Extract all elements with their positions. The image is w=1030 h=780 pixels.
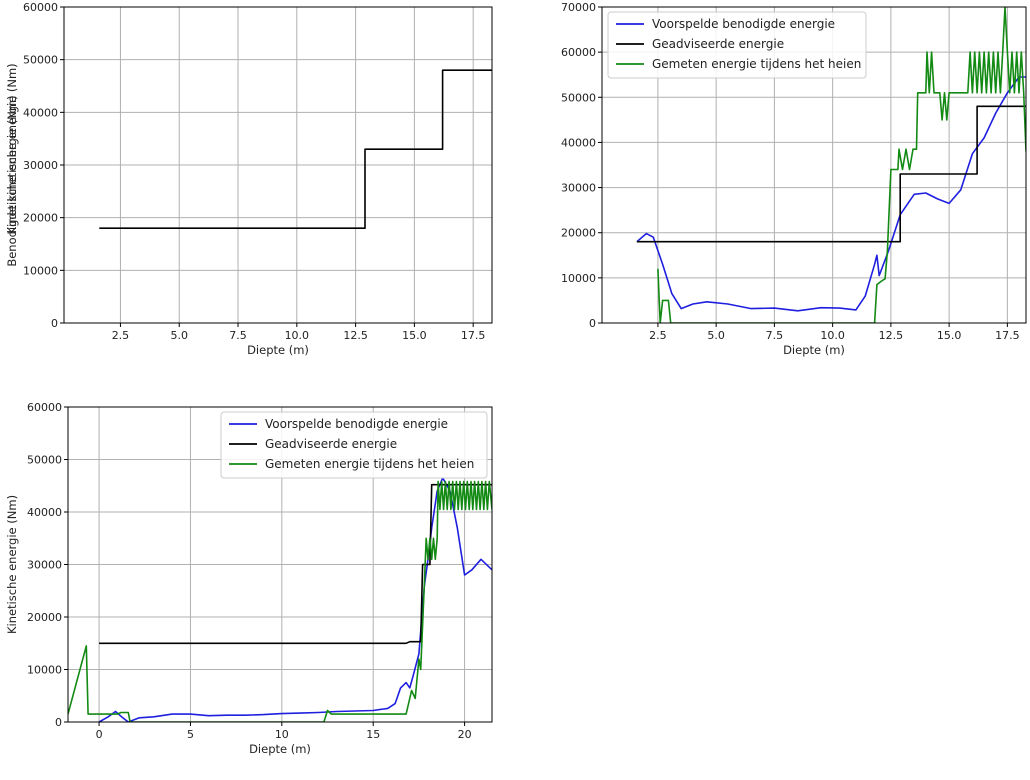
series-group bbox=[99, 69, 492, 229]
series-group bbox=[636, 7, 1026, 323]
x-tick-label: 10.0 bbox=[820, 329, 845, 342]
y-tick-label: 50000 bbox=[23, 54, 58, 67]
legend-entry: Gemeten energie tijdens het heien bbox=[652, 57, 861, 71]
x-tick-label: 7.5 bbox=[229, 329, 247, 342]
y-axis-label: Kinetische energie (Nm) bbox=[5, 495, 19, 634]
series-line-geadviseerde-energie bbox=[99, 483, 492, 645]
x-axis-label: Diepte (m) bbox=[247, 343, 309, 357]
x-tick-label: 20 bbox=[458, 728, 472, 741]
series-line-1 bbox=[99, 69, 492, 229]
y-tick-label: 20000 bbox=[23, 212, 58, 225]
x-tick-label: 10 bbox=[275, 728, 289, 741]
y-tick-label: 60000 bbox=[561, 46, 596, 59]
chart-2: 2.5 5.0 7.5 10.0 12.5 15.0 17.5 0 10000 20000 3000… bbox=[5, 1, 1027, 357]
x-tick-label: 15.0 bbox=[402, 329, 427, 342]
plot-frame bbox=[601, 6, 1027, 324]
y-tick-label: 20000 bbox=[27, 611, 62, 624]
y-tick-label: 0 bbox=[55, 716, 62, 729]
legend-box bbox=[607, 11, 867, 79]
legend-entry: Geadviseerde energie bbox=[652, 37, 784, 51]
x-tick-label: 12.5 bbox=[879, 329, 904, 342]
legend-entry: Gemeten energie tijdens het heien bbox=[265, 457, 474, 471]
y-tick-label: 70000 bbox=[561, 1, 596, 14]
legend-entry: Geadviseerde energie bbox=[265, 437, 397, 451]
x-tick-label: 0 bbox=[96, 728, 103, 741]
y-tick-label: 40000 bbox=[23, 106, 58, 119]
x-tick-label: 17.5 bbox=[995, 329, 1020, 342]
y-axis-label: Kinetische energie (Nm) bbox=[5, 95, 19, 234]
y-tick-label: 60000 bbox=[27, 401, 62, 414]
x-tick-label: 5 bbox=[187, 728, 194, 741]
y-tick-label: 30000 bbox=[23, 159, 58, 172]
y-tick-label: 40000 bbox=[561, 136, 596, 149]
x-axis-label: Diepte (m) bbox=[783, 343, 845, 357]
y-tick-label: 10000 bbox=[27, 664, 62, 677]
legend-box bbox=[220, 411, 488, 479]
x-tick-label: 12.5 bbox=[343, 329, 368, 342]
chart-3: 0 5 10 15 20 0 10000 20000 30000 40000 50000 60000 D… bbox=[5, 401, 493, 756]
x-tick-label: 15.0 bbox=[937, 329, 962, 342]
y-tick-label: 50000 bbox=[27, 454, 62, 467]
series-line-voorspelde-benodigde-energie bbox=[636, 76, 1026, 312]
y-tick-label: 30000 bbox=[27, 559, 62, 572]
x-tick-label: 17.5 bbox=[461, 329, 486, 342]
x-tick-label: 2.5 bbox=[112, 329, 130, 342]
y-tick-label: 0 bbox=[51, 317, 58, 330]
y-tick-label: 20000 bbox=[561, 227, 596, 240]
x-tick-label: 7.5 bbox=[766, 329, 784, 342]
y-tick-label: 30000 bbox=[561, 182, 596, 195]
chart-1: 2.5 5.0 7.5 10.0 12.5 15.0 17.5 0 10000 20000 3000… bbox=[5, 1, 493, 357]
legend: Voorspelde benodigde energie Geadviseerde… bbox=[607, 11, 867, 79]
x-tick-label: 15 bbox=[366, 728, 380, 741]
y-axis-label: Benodigde kinetische energie (Nm) bbox=[5, 63, 19, 266]
series-line-gemeten-energie-tijdens-het-heien bbox=[68, 480, 492, 722]
legend-entry: Voorspelde benodigde energie bbox=[652, 17, 835, 31]
y-tick-label: 40000 bbox=[27, 506, 62, 519]
series-line-gemeten-energie-tijdens-het-heien bbox=[657, 7, 1026, 323]
y-tick-label: 50000 bbox=[561, 91, 596, 104]
x-tick-label: 5.0 bbox=[170, 329, 188, 342]
y-tick-label: 10000 bbox=[23, 264, 58, 277]
y-tick-label: 60000 bbox=[23, 1, 58, 14]
x-tick-label: 10.0 bbox=[285, 329, 310, 342]
x-tick-label: 5.0 bbox=[707, 329, 725, 342]
legend-entry: Voorspelde benodigde energie bbox=[265, 417, 448, 431]
y-tick-label: 10000 bbox=[561, 272, 596, 285]
legend: Voorspelde benodigde energie Geadviseerde… bbox=[220, 411, 488, 479]
x-axis-label: Diepte (m) bbox=[249, 742, 311, 756]
x-tick-label: 2.5 bbox=[649, 329, 667, 342]
series-line-geadviseerde-energie bbox=[636, 105, 1026, 243]
y-tick-label: 0 bbox=[589, 317, 596, 330]
